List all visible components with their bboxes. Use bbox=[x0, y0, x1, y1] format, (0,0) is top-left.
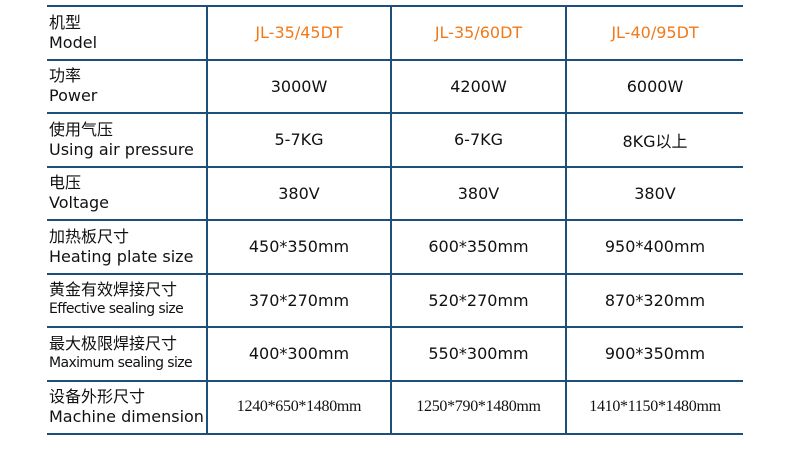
label-zh: 最大极限焊接尺寸 bbox=[49, 333, 178, 353]
model-cell: JL-40/95DT bbox=[565, 5, 743, 61]
value-cell: 450*350mm bbox=[206, 219, 392, 275]
model-cell: JL-35/45DT bbox=[206, 5, 392, 61]
value-cell: 4200W bbox=[390, 58, 567, 114]
value-cell: 1240*650*1480mm bbox=[206, 379, 392, 435]
value-cell: 6000W bbox=[565, 58, 743, 114]
value-cell: 870*320mm bbox=[565, 272, 743, 328]
row-label: 设备外形尺寸 Machine dimension bbox=[47, 379, 208, 435]
table-row: 电压 Voltage 380V 380V 380V bbox=[47, 165, 743, 221]
table-row: 黄金有效焊接尺寸 Effective sealing size 370*270mm… bbox=[47, 272, 743, 328]
label-en: Power bbox=[49, 86, 98, 106]
value-cell: 1250*790*1480mm bbox=[390, 379, 567, 435]
row-label: 加热板尺寸 Heating plate size bbox=[47, 219, 208, 275]
label-zh: 使用气压 bbox=[49, 119, 114, 139]
value-cell: 1410*1150*1480mm bbox=[565, 379, 743, 435]
spec-table: 机型 Model JL-35/45DT JL-35/60DT JL-40/95DT… bbox=[47, 5, 743, 435]
value-cell: 950*400mm bbox=[565, 219, 743, 275]
value-cell: 370*270mm bbox=[206, 272, 392, 328]
table-row: 加热板尺寸 Heating plate size 450*350mm 600*35… bbox=[47, 219, 743, 275]
label-en: Voltage bbox=[49, 193, 110, 213]
label-en: Heating plate size bbox=[49, 246, 194, 266]
value-cell: 5-7KG bbox=[206, 112, 392, 168]
value-cell: 520*270mm bbox=[390, 272, 567, 328]
label-zh: 功率 bbox=[49, 66, 82, 86]
label-en: Effective sealing size bbox=[49, 301, 184, 318]
value-cell: 6-7KG bbox=[390, 112, 567, 168]
row-label: 功率 Power bbox=[47, 58, 208, 114]
value-cell: 8KG以上 bbox=[565, 112, 743, 168]
label-zh: 加热板尺寸 bbox=[49, 226, 130, 246]
row-label: 最大极限焊接尺寸 Maximum sealing size bbox=[47, 326, 208, 382]
value-cell: 400*300mm bbox=[206, 326, 392, 382]
label-en: Using air pressure bbox=[49, 139, 194, 159]
row-label: 电压 Voltage bbox=[47, 165, 208, 221]
label-zh: 黄金有效焊接尺寸 bbox=[49, 280, 178, 300]
value-cell: 600*350mm bbox=[390, 219, 567, 275]
model-cell: JL-35/60DT bbox=[390, 5, 567, 61]
value-cell: 380V bbox=[206, 165, 392, 221]
row-label: 机型 Model bbox=[47, 5, 208, 61]
table-row: 最大极限焊接尺寸 Maximum sealing size 400*300mm 5… bbox=[47, 326, 743, 382]
header-row: 机型 Model JL-35/45DT JL-35/60DT JL-40/95DT bbox=[47, 5, 743, 61]
table-row: 使用气压 Using air pressure 5-7KG 6-7KG 8KG以上 bbox=[47, 112, 743, 168]
row-label: 黄金有效焊接尺寸 Effective sealing size bbox=[47, 272, 208, 328]
value-cell: 380V bbox=[565, 165, 743, 221]
label-en: Model bbox=[49, 32, 98, 52]
label-zh: 机型 bbox=[49, 12, 82, 32]
label-en: Machine dimension bbox=[49, 407, 204, 427]
row-label: 使用气压 Using air pressure bbox=[47, 112, 208, 168]
value-cell: 550*300mm bbox=[390, 326, 567, 382]
table-row: 功率 Power 3000W 4200W 6000W bbox=[47, 58, 743, 114]
value-cell: 3000W bbox=[206, 58, 392, 114]
label-en: Maximum sealing size bbox=[49, 354, 193, 371]
value-cell: 380V bbox=[390, 165, 567, 221]
table-row: 设备外形尺寸 Machine dimension 1240*650*1480mm … bbox=[47, 379, 743, 435]
label-zh: 电压 bbox=[49, 173, 82, 193]
label-zh: 设备外形尺寸 bbox=[49, 387, 146, 407]
value-cell: 900*350mm bbox=[565, 326, 743, 382]
